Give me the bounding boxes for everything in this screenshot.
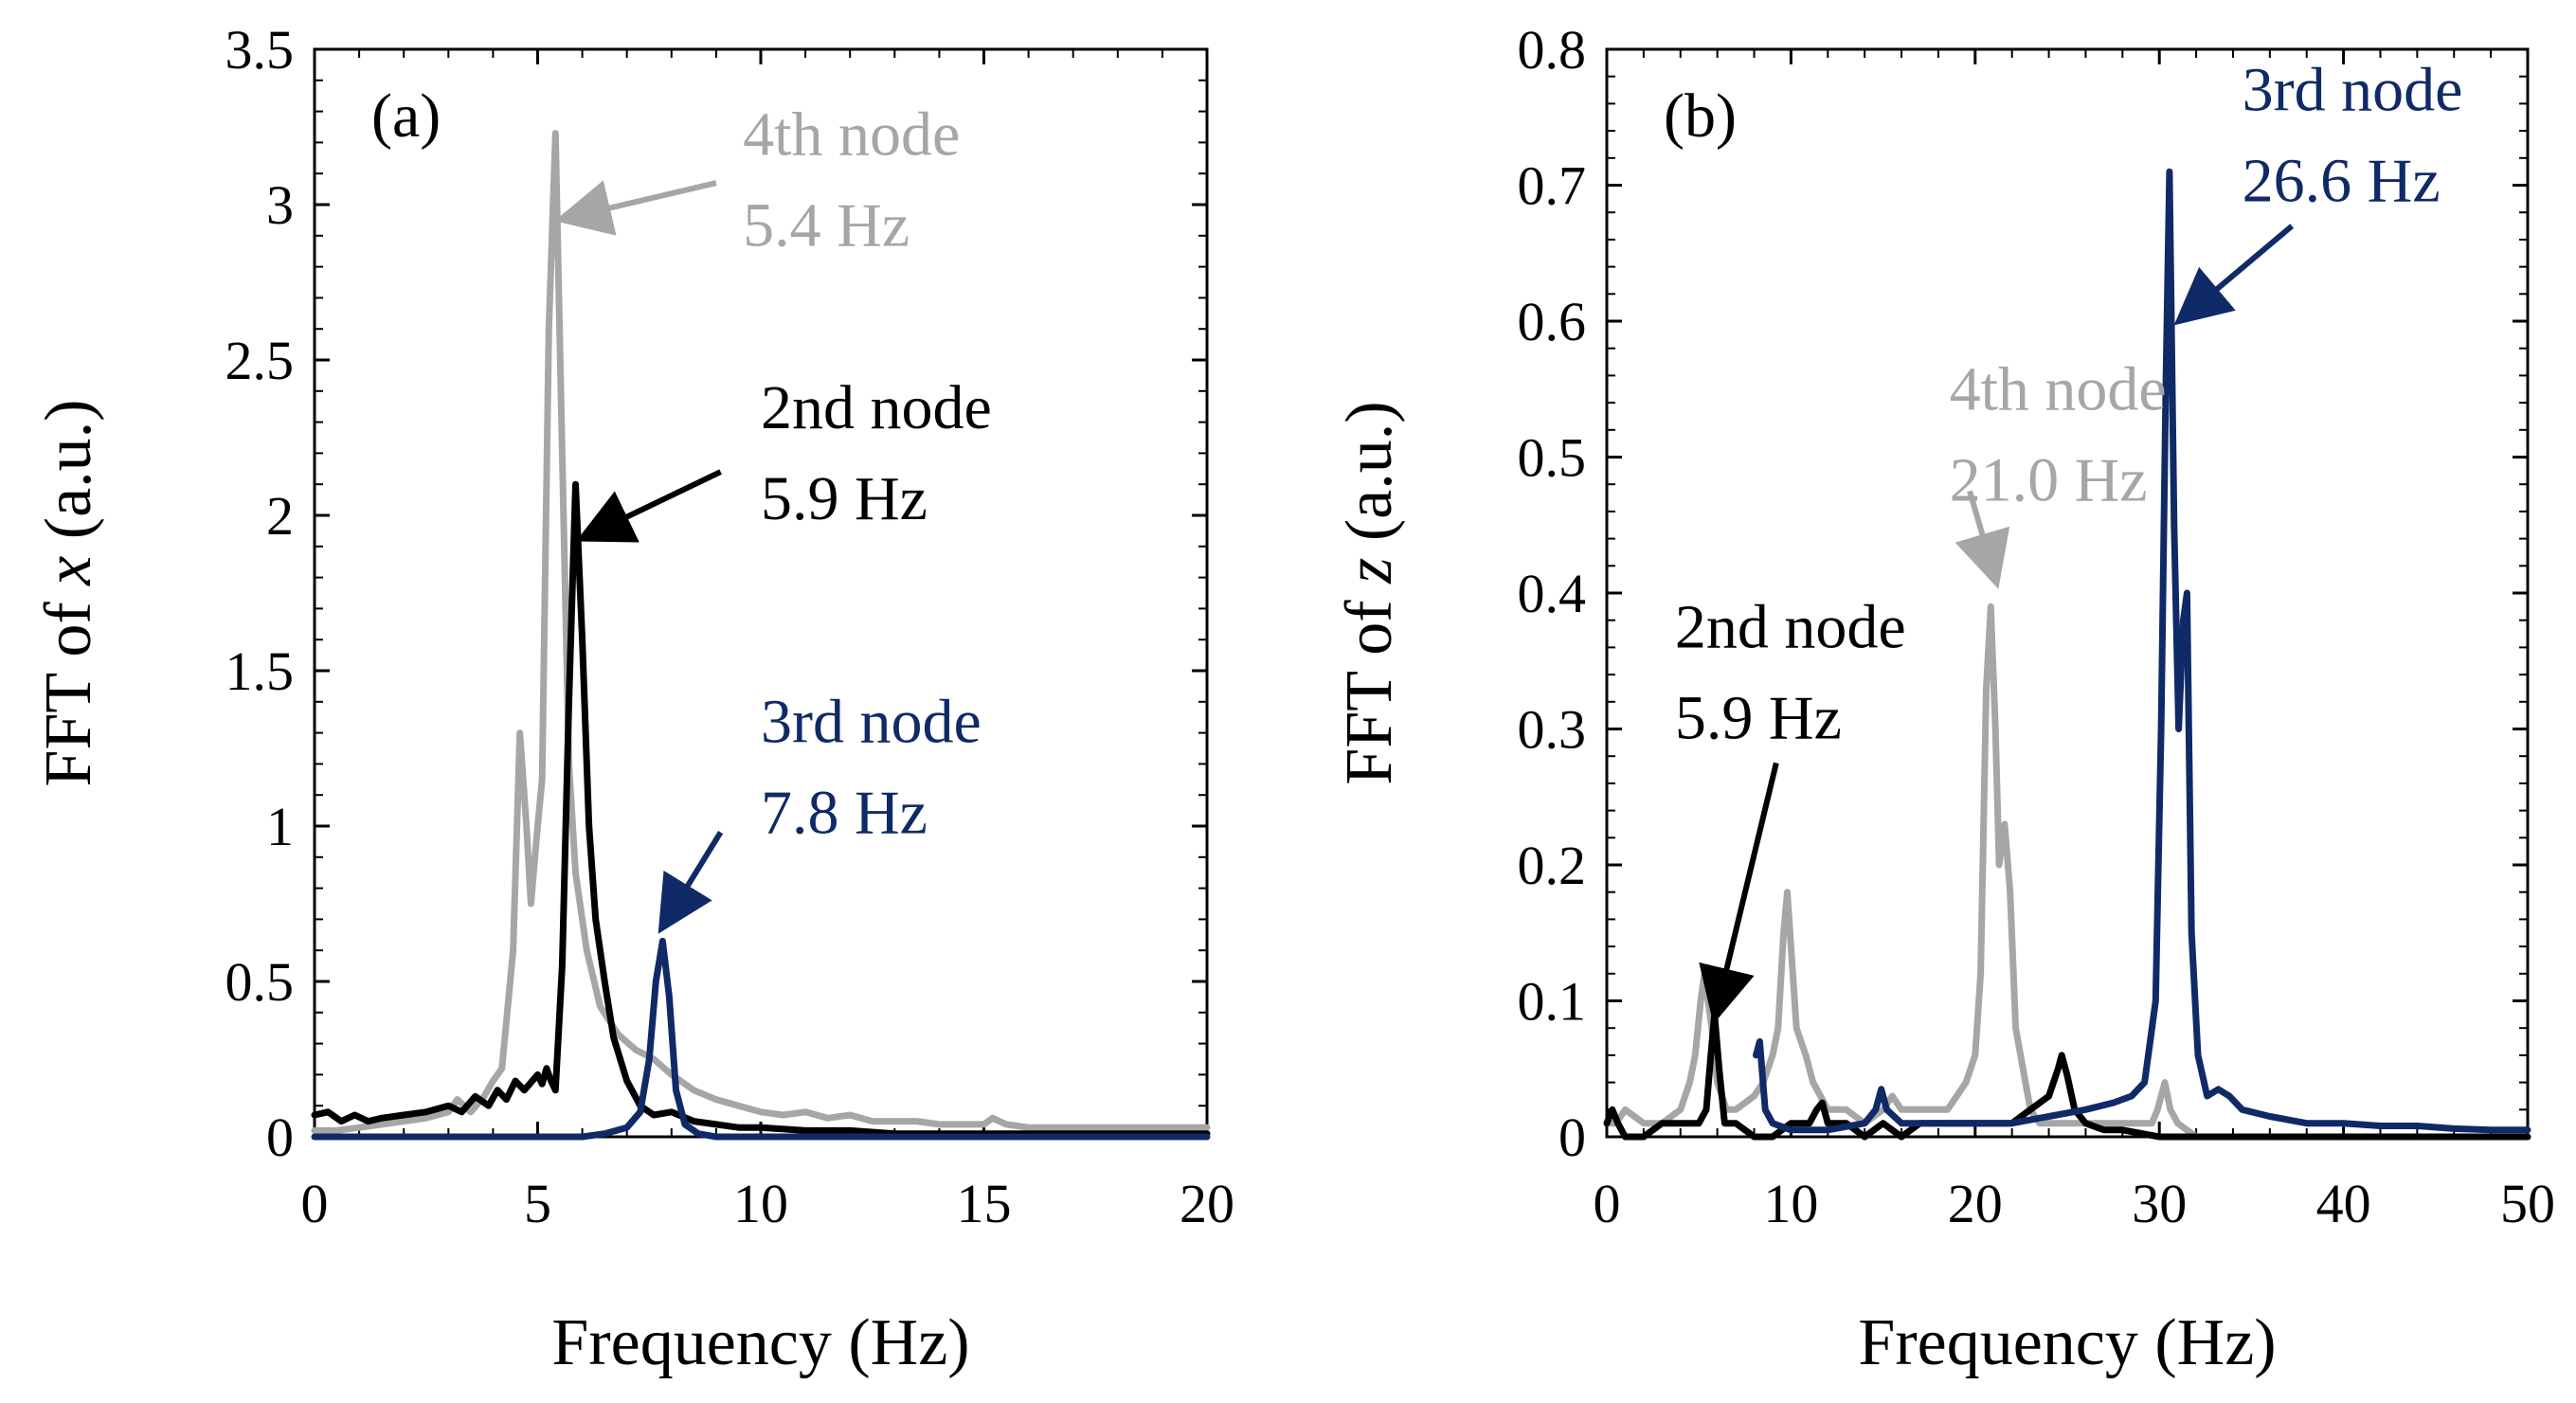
series-line-black	[1603, 1011, 2531, 1141]
y-tick-label: 2	[266, 485, 294, 547]
annotation-text: 7.8 Hz	[761, 778, 928, 847]
x-tick-label: 20	[1180, 1173, 1234, 1234]
y-tick-label: 0.2	[1518, 835, 1587, 896]
annotation-arrow	[575, 469, 722, 543]
annotation-text: 21.0 Hz	[1950, 445, 2148, 514]
x-axis-label: Frequency (Hz)	[1858, 1306, 2276, 1379]
annotation-arrow	[1955, 490, 2010, 589]
panel-a-chart: 0 5 10 15 20 0 0.5 1 1.5 2 2.5 3 3.5 4th node 5.4 Hz 2n…	[32, 19, 1234, 1379]
x-tick-label: 10	[733, 1173, 788, 1234]
y-axis-label-variable: x	[32, 556, 105, 586]
series-line-gray	[311, 130, 1211, 1134]
x-axis-label: Frequency (Hz)	[551, 1306, 969, 1379]
y-axis-label-suffix: (a.u.)	[32, 400, 105, 556]
annotation-text: 2nd node	[1675, 592, 1906, 661]
y-axis-label: FFT of z (a.u.)	[1333, 401, 1406, 784]
annotation-text: 5.9 Hz	[1675, 683, 1842, 752]
y-tick-label: 1	[266, 796, 294, 857]
y-tick-label: 0.3	[1518, 699, 1587, 761]
annotation-arrow	[1699, 762, 1779, 1025]
annotation-arrow	[2173, 224, 2295, 326]
x-tick-label: 15	[957, 1173, 1012, 1234]
y-axis-label: FFT of x (a.u.)	[32, 400, 105, 787]
y-tick-label: 0	[1558, 1106, 1586, 1168]
y-tick-label: 3.5	[225, 19, 295, 81]
annotation-arrow	[658, 830, 724, 934]
x-tick-label: 0	[1594, 1173, 1621, 1234]
x-tick-label: 0	[301, 1173, 329, 1234]
y-tick-label: 0.1	[1518, 971, 1587, 1033]
y-tick-label: 0	[266, 1106, 294, 1168]
annotation-text: 3rd node	[761, 687, 982, 756]
y-tick-label: 0.8	[1518, 19, 1587, 81]
x-tick-label: 10	[1763, 1173, 1818, 1234]
y-axis-label-prefix: FFT of	[1333, 584, 1406, 785]
y-axis-label-prefix: FFT of	[32, 585, 105, 787]
y-tick-label: 2.5	[225, 330, 295, 391]
panel-label: (b)	[1664, 81, 1737, 151]
y-tick-label: 0.5	[225, 951, 295, 1013]
y-tick-label: 0.4	[1518, 563, 1587, 624]
annotation-text: 4th node	[743, 100, 960, 170]
y-tick-label: 0.6	[1518, 291, 1587, 352]
annotation-text: 26.6 Hz	[2243, 147, 2441, 216]
annotation-text: 4th node	[1950, 354, 2167, 423]
x-tick-label: 50	[2500, 1173, 2555, 1234]
y-tick-label: 3	[266, 174, 294, 236]
y-tick-label: 1.5	[225, 640, 295, 702]
annotation-text: 5.4 Hz	[743, 191, 910, 261]
panel-label: (a)	[371, 81, 441, 151]
y-axis-label-suffix: (a.u.)	[1333, 401, 1406, 557]
x-tick-label: 40	[2316, 1173, 2371, 1234]
x-tick-label: 30	[2132, 1173, 2187, 1234]
annotation-text: 2nd node	[761, 373, 992, 442]
annotation-text: 3rd node	[2243, 56, 2463, 125]
series-line-black	[311, 480, 1211, 1138]
x-tick-label: 5	[524, 1173, 551, 1234]
annotation-text: 5.9 Hz	[761, 464, 928, 533]
y-tick-label: 0.7	[1518, 155, 1587, 217]
panel-b-chart: 0 10 20 30 40 50 0 0.1 0.2 0.3 0.4 0.5 0.6 0.7 0.8 3rd …	[1333, 19, 2555, 1379]
y-tick-label: 0.5	[1518, 427, 1587, 489]
y-axis-label-variable: z	[1333, 558, 1406, 585]
series-line-blue	[311, 937, 1211, 1141]
x-tick-label: 20	[1948, 1173, 2003, 1234]
series-line-blue	[1753, 168, 2531, 1134]
annotation-arrow	[554, 180, 717, 236]
